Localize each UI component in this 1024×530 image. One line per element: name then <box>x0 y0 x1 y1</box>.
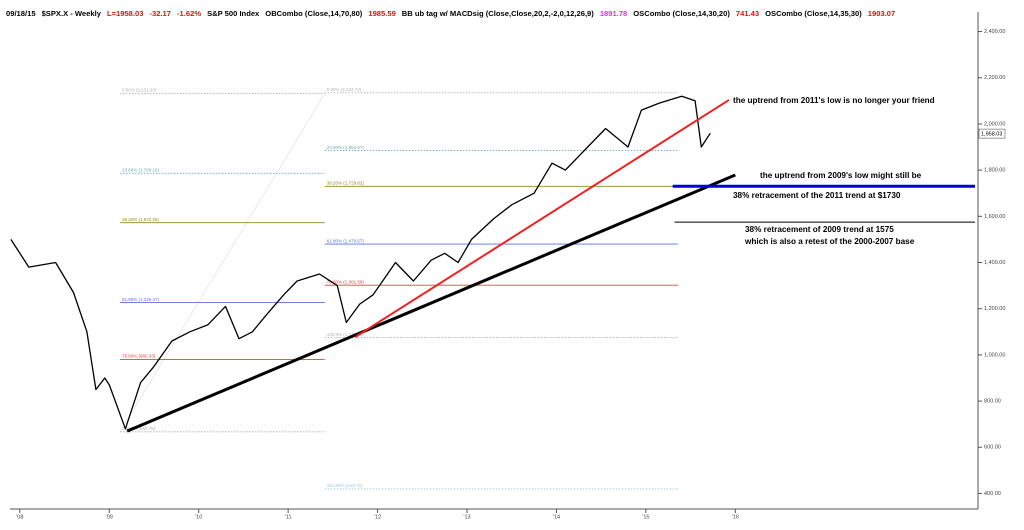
x-tick-label: '09 <box>106 514 113 520</box>
trendline <box>354 99 730 338</box>
x-tick-label: '14 <box>553 514 560 520</box>
y-tick-label: 1,600.00 <box>984 214 1005 220</box>
header: 09/18/15 $SPX.X - Weekly L=1958.03 -32.17 -1… <box>6 9 895 18</box>
annotation: the uptrend from 2011's low is no longer… <box>733 96 935 105</box>
fib-label: 38.20% (1,572.26) <box>122 217 160 222</box>
header-item: 1891.78 <box>599 9 628 18</box>
y-tick-label: 400.00 <box>984 491 1001 497</box>
y-tick-label: 1,400.00 <box>984 260 1005 266</box>
last-price-box <box>978 128 1006 139</box>
header-item: L=1958.03 <box>106 9 144 18</box>
fib-label: 100.0% (666.79) <box>122 426 156 431</box>
fib-label: 78.60% (980.33) <box>122 354 156 359</box>
header-item: 741.43 <box>735 9 760 18</box>
x-tick-label: '12 <box>374 514 381 520</box>
header-item: BB ub tag w/ MACDsig (Close,Close,20,2,-… <box>401 9 594 18</box>
y-tick-label: 2,000.00 <box>984 121 1005 127</box>
fib-label: 38.20% (1,729.82) <box>327 181 365 186</box>
y-tick-label: 1,000.00 <box>984 352 1005 358</box>
y-tick-label: 2,400.00 <box>984 29 1005 35</box>
trendline <box>126 173 736 433</box>
x-tick-label: '11 <box>285 514 292 520</box>
fib-label: 23.60% (1,786.16) <box>122 168 160 173</box>
fib-label: 61.80% (1,226.47) <box>122 297 160 302</box>
fib-label: 61.80% (1,479.67) <box>327 238 365 243</box>
header-item: $SPX.X - Weekly <box>41 9 101 18</box>
header-item: -32.17 <box>149 9 172 18</box>
header-item: S&P 500 Index <box>207 9 260 18</box>
header-item: 1903.07 <box>867 9 896 18</box>
last-price-label: 1,958.03 <box>981 132 1002 138</box>
fib-label: 0.00% (2,131.93) <box>122 88 157 93</box>
annotation: 38% retracement of 2009 trend at 1575 <box>745 225 894 234</box>
y-tick-label: 600.00 <box>984 445 1001 451</box>
fib-label: 78.60% (1,301.59) <box>327 279 365 284</box>
fib-anchor <box>119 93 326 432</box>
y-tick-label: 800.00 <box>984 399 1001 405</box>
price-line <box>10 95 711 430</box>
y-tick-label: 2,200.00 <box>984 75 1005 81</box>
header-item: 1985.59 <box>368 9 396 18</box>
x-tick-label: '16 <box>732 514 739 520</box>
annotation: which is also a retest of the 2000-2007 … <box>744 237 915 246</box>
y-tick-label: 1,800.00 <box>984 168 1005 174</box>
header-item: OSCombo (Close,14,30,20) <box>633 9 730 18</box>
header-item: -1.62% <box>177 9 202 18</box>
fib-label: 0.00% (2,134.72) <box>327 87 362 92</box>
x-tick-label: '15 <box>642 514 649 520</box>
x-tick-label: '13 <box>463 514 470 520</box>
fib-label: 23.60% (1,884.57) <box>327 145 365 150</box>
x-tick-label: '08 <box>16 514 23 520</box>
header-item: OSCombo (Close,14,35,30) <box>765 9 862 18</box>
annotation: the uptrend from 2009's low might still … <box>760 171 922 180</box>
fib-label: 161.80% (419.72) <box>327 483 363 488</box>
header-item: 09/18/15 <box>6 9 36 18</box>
header-item: OBCombo (Close,14,70,80) <box>265 9 363 18</box>
y-tick-label: 1,200.00 <box>984 306 1005 312</box>
annotation: 38% retracement of the 2011 trend at $17… <box>733 191 901 200</box>
fib-label: 100.0% (1,074.77) <box>327 332 365 337</box>
x-tick-label: '10 <box>195 514 202 520</box>
